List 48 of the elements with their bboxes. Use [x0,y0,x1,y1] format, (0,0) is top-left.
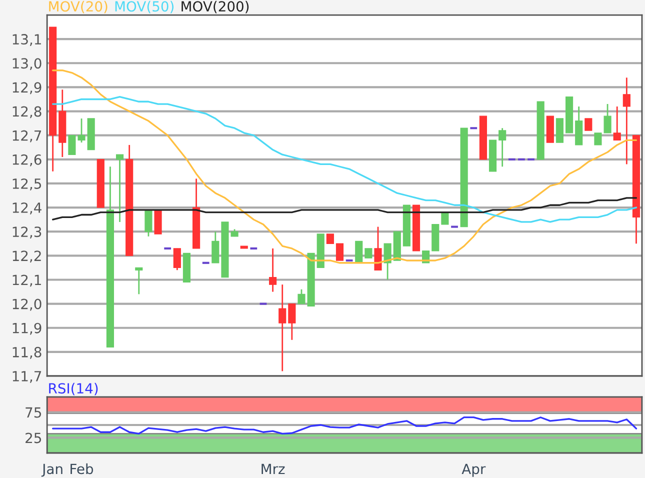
candlestick [269,248,277,292]
candlestick [135,267,143,295]
candlestick [613,106,621,141]
line-series [52,96,638,223]
candlestick [364,248,372,258]
y-tick-label: 12,3 [12,226,42,238]
candlestick [336,243,344,261]
candlestick [355,240,363,264]
candlestick [498,127,506,168]
text: MOV(200) [182,0,249,14]
y-tick-label: 12,2 [12,250,41,263]
candlestick [326,234,334,244]
y-tick-label: 12,5 [12,178,42,190]
text: RSI(14) [49,382,98,396]
candlestick [78,118,86,144]
text: MOV(20) [49,0,108,14]
y-tick-label: 13,0 [12,58,42,70]
candlestick [116,154,124,223]
y-tick-label: 11,9 [12,322,42,335]
x-tick-label: Apr [462,464,486,477]
x-tick-label: Feb [70,463,94,474]
y-tick-label: 12,1 [12,274,41,287]
y-tick-label: 12,4 [12,202,42,214]
candlestick [298,288,306,304]
y-tick-label: 12,6 [12,154,42,166]
candlestick [144,209,152,238]
candlestick [441,212,449,225]
y-tick-label: 25 [26,432,42,444]
y-tick-label: 12,7 [12,130,42,142]
y-tick-label: 11,7 [12,371,42,383]
y-tick-label: 11,8 [12,346,42,359]
candlestick [622,76,630,165]
text: MOV(50) [115,0,174,14]
candlestick [288,303,296,341]
candlestick [374,226,382,271]
y-tick-label: 75 [26,407,42,418]
x-tick-label: Mrz [262,464,285,474]
y-tick-label: 12,9 [12,82,42,94]
y-tick-label: 12,8 [12,106,42,118]
candlestick [278,284,286,372]
candlestick [584,118,592,131]
y-tick-label: 13,1 [12,34,41,46]
candlestick [212,230,220,264]
candlestick [173,248,181,271]
candlestick [68,134,76,155]
x-tick-label: Jan [41,464,62,477]
line-series [52,416,638,434]
y-tick-label: 12,0 [12,298,42,311]
